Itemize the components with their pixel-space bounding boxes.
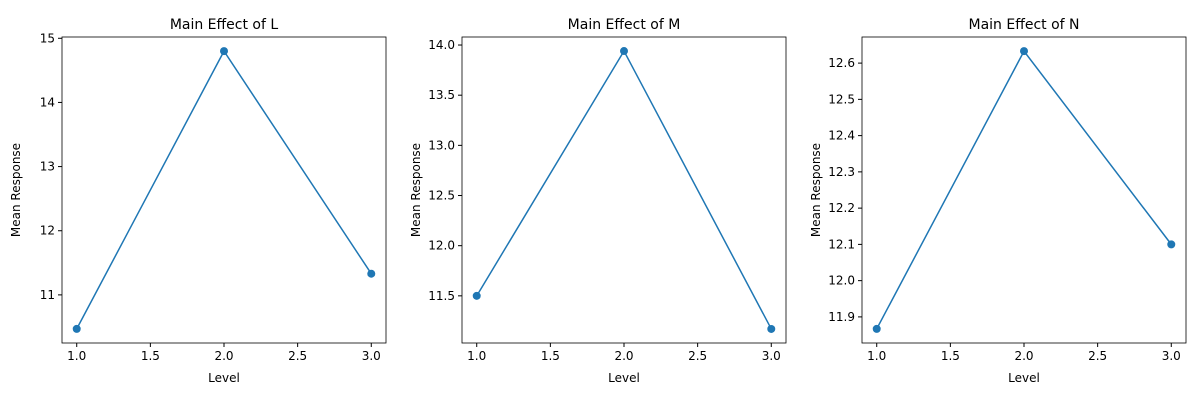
- y-axis-label: Mean Response: [409, 143, 423, 237]
- y-tick-label: 12.0: [828, 274, 855, 288]
- point: [620, 47, 628, 56]
- y-tick-label: 12.4: [828, 129, 855, 143]
- y-tick-label: 12.3: [828, 165, 855, 179]
- x-tick-label: 2.0: [614, 349, 633, 363]
- x-tick-label: 1.0: [467, 349, 486, 363]
- point: [872, 324, 881, 333]
- x-tick-label: 3.0: [1162, 349, 1181, 363]
- plot-frame: [861, 36, 1187, 344]
- y-tick-label: 12.5: [428, 189, 455, 203]
- y-tick-label: 11.9: [828, 310, 855, 324]
- y-tick-label: 12.0: [428, 239, 455, 253]
- point: [220, 47, 228, 56]
- point: [1167, 240, 1176, 249]
- x-tick-label: 1.5: [541, 349, 560, 363]
- x-tick-label: 1.0: [867, 349, 886, 363]
- y-tick-label: 12.6: [828, 56, 855, 70]
- x-tick-label: 2.5: [688, 349, 707, 363]
- y-tick-label: 12: [40, 224, 55, 238]
- x-tick-label: 2.5: [288, 349, 307, 363]
- y-tick-label: 12.2: [828, 201, 855, 215]
- y-tick-label: 13.0: [428, 138, 455, 152]
- plot-frame: [61, 36, 387, 344]
- y-tick-label: 14: [40, 95, 55, 109]
- y-tick-label: 12.5: [828, 92, 855, 106]
- point: [767, 324, 776, 333]
- x-tick-label: 1.5: [141, 349, 160, 363]
- x-tick-label: 3.0: [362, 349, 381, 363]
- x-tick-label: 1.0: [67, 349, 86, 363]
- y-tick-label: 13: [40, 160, 55, 174]
- chart-title: Main Effect of M: [568, 17, 681, 33]
- plot-frame: [461, 36, 787, 344]
- x-tick-label: 3.0: [762, 349, 781, 363]
- point: [367, 269, 376, 278]
- y-tick-label: 15: [40, 31, 55, 45]
- y-tick-label: 14.0: [428, 38, 455, 52]
- chart-title: Main Effect of L: [170, 17, 279, 33]
- line: [76, 49, 372, 330]
- y-tick-label: 13.5: [428, 88, 455, 102]
- x-tick-label: 2.0: [214, 349, 233, 363]
- x-tick-label: 2.0: [1014, 349, 1033, 363]
- chart-title: Main Effect of N: [968, 17, 1079, 33]
- y-axis-label: Mean Response: [9, 143, 23, 237]
- point: [472, 291, 481, 300]
- line: [476, 49, 772, 330]
- x-axis-label: Level: [1008, 371, 1040, 385]
- x-axis-label: Level: [208, 371, 240, 385]
- y-tick-label: 11: [40, 288, 55, 302]
- y-tick-label: 11.5: [428, 289, 455, 303]
- x-axis-label: Level: [608, 371, 640, 385]
- y-tick-label: 12.1: [828, 237, 855, 251]
- x-tick-label: 2.5: [1088, 349, 1107, 363]
- line: [876, 49, 1172, 330]
- y-axis-label: Mean Response: [809, 143, 823, 237]
- point: [72, 324, 81, 333]
- x-tick-label: 1.5: [941, 349, 960, 363]
- point: [1020, 47, 1028, 56]
